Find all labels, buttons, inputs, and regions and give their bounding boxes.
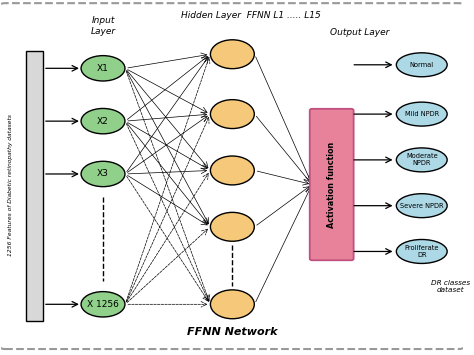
Text: Activation function: Activation function <box>327 141 336 228</box>
Text: Hidden Layer  FFNN L1 ..... L15: Hidden Layer FFNN L1 ..... L15 <box>181 11 321 20</box>
Ellipse shape <box>210 100 255 129</box>
Text: X1: X1 <box>97 64 109 73</box>
Ellipse shape <box>81 291 125 317</box>
Ellipse shape <box>210 212 255 241</box>
Text: Proliferate
DR: Proliferate DR <box>404 245 439 258</box>
Text: X3: X3 <box>97 169 109 179</box>
Text: Moderate
NPDR: Moderate NPDR <box>406 153 438 166</box>
Text: Output Layer: Output Layer <box>330 28 389 37</box>
Ellipse shape <box>210 290 255 319</box>
Text: Mild NPDR: Mild NPDR <box>405 111 439 117</box>
Ellipse shape <box>396 240 447 263</box>
Text: X2: X2 <box>97 117 109 126</box>
Text: 1256 Features of Diabetic retinopathy datasets: 1256 Features of Diabetic retinopathy da… <box>8 114 13 256</box>
Ellipse shape <box>81 109 125 134</box>
Ellipse shape <box>396 148 447 172</box>
Ellipse shape <box>81 161 125 187</box>
Ellipse shape <box>396 53 447 77</box>
Ellipse shape <box>210 156 255 185</box>
FancyBboxPatch shape <box>27 51 43 321</box>
Ellipse shape <box>210 40 255 69</box>
Text: Input
Layer: Input Layer <box>91 16 116 36</box>
Text: X 1256: X 1256 <box>87 300 119 309</box>
Text: DR classes
dataset: DR classes dataset <box>431 280 470 293</box>
Text: Severe NPDR: Severe NPDR <box>400 203 444 209</box>
Ellipse shape <box>396 194 447 218</box>
Ellipse shape <box>81 56 125 81</box>
Text: Normal: Normal <box>410 62 434 68</box>
Ellipse shape <box>396 102 447 126</box>
FancyBboxPatch shape <box>0 3 465 349</box>
Text: FFNN Network: FFNN Network <box>187 327 278 338</box>
FancyBboxPatch shape <box>310 109 354 260</box>
